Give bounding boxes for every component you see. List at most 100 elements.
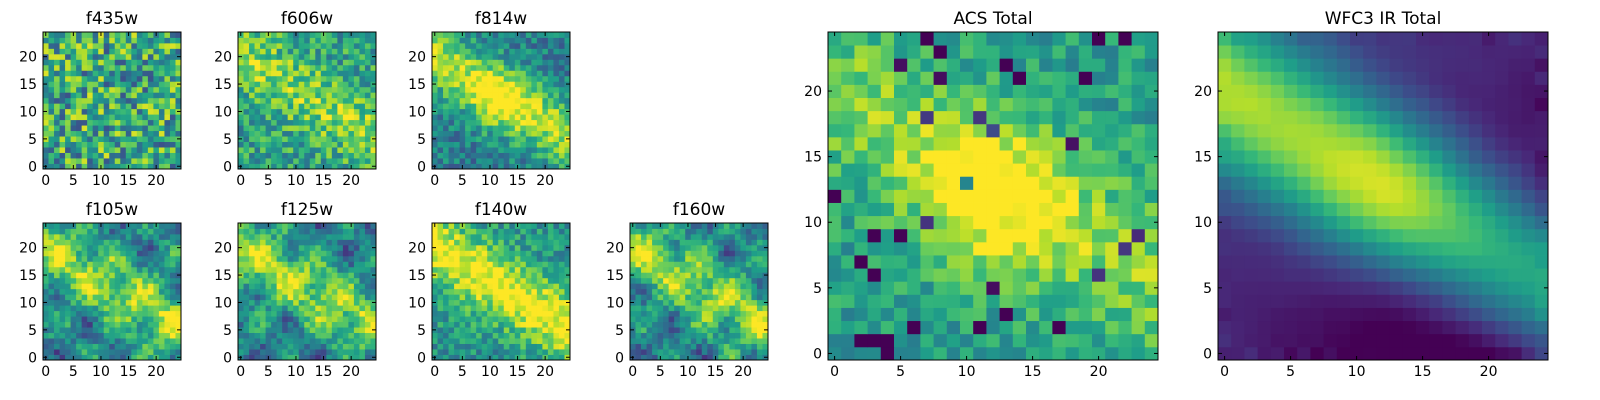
heatmap-cell xyxy=(498,119,505,126)
heatmap-cell xyxy=(635,288,642,295)
heatmap-cell xyxy=(136,288,143,295)
heatmap-cell xyxy=(320,75,327,82)
heatmap-cell xyxy=(707,343,714,350)
heatmap-cell xyxy=(729,228,736,235)
heatmap-cell xyxy=(1052,228,1066,243)
heatmap-cell xyxy=(315,250,322,257)
heatmap-cell xyxy=(109,228,116,235)
heatmap-cell xyxy=(514,239,521,246)
heatmap-cell xyxy=(125,283,132,290)
heatmap-cell xyxy=(254,332,261,339)
heatmap-cell xyxy=(762,288,769,295)
heatmap-cell xyxy=(109,261,116,268)
heatmap-cell xyxy=(276,32,283,38)
heatmap-cell xyxy=(109,136,116,142)
heatmap-cell xyxy=(481,316,488,323)
heatmap-cell xyxy=(646,288,653,295)
heatmap-cell xyxy=(238,48,244,55)
heatmap-cell xyxy=(254,343,261,350)
heatmap-cell xyxy=(525,141,532,148)
heatmap-cell xyxy=(364,37,371,44)
heatmap-cell xyxy=(331,354,338,361)
heatmap-cell xyxy=(630,294,636,301)
heatmap-cell xyxy=(734,338,741,344)
heatmap-cell xyxy=(470,283,477,290)
heatmap-cell xyxy=(443,158,449,164)
heatmap-cell xyxy=(547,97,554,104)
heatmap-cell xyxy=(331,272,338,279)
heatmap-cell xyxy=(315,119,322,126)
heatmap-cell xyxy=(43,228,49,235)
heatmap-cell xyxy=(547,114,554,121)
heatmap-cell xyxy=(147,59,154,66)
heatmap-cell xyxy=(880,281,895,295)
heatmap-cell xyxy=(282,277,289,284)
heatmap-cell xyxy=(76,233,83,240)
heatmap-cell xyxy=(54,114,60,121)
heatmap-cell xyxy=(514,299,521,306)
heatmap-cell xyxy=(663,261,670,268)
heatmap-cell xyxy=(309,48,316,55)
heatmap-cell xyxy=(1131,255,1146,269)
heatmap-cell xyxy=(1052,215,1066,230)
heatmap-cell xyxy=(498,163,505,170)
heatmap-cell xyxy=(558,288,565,295)
heatmap-cell xyxy=(293,233,300,240)
heatmap-cell xyxy=(470,255,477,262)
heatmap-cell xyxy=(443,152,449,159)
heatmap-cell xyxy=(120,70,127,77)
heatmap-cell xyxy=(960,189,974,203)
heatmap-cell xyxy=(342,266,349,273)
heatmap-cell xyxy=(437,266,444,273)
heatmap-cell xyxy=(370,233,377,240)
heatmap-cell xyxy=(249,97,255,104)
heatmap-cell xyxy=(536,141,543,148)
heatmap-cell xyxy=(525,354,532,361)
heatmap-cell xyxy=(459,130,466,137)
heatmap-cell xyxy=(663,250,670,257)
heatmap-cell xyxy=(448,316,455,323)
heatmap-cell xyxy=(153,316,160,323)
heatmap-cell xyxy=(443,277,449,284)
heatmap-cell xyxy=(553,48,560,55)
heatmap-cell xyxy=(729,277,736,284)
heatmap-cell xyxy=(142,163,149,170)
heatmap-cell xyxy=(542,272,549,279)
heatmap-cell xyxy=(260,250,266,257)
x-tick-label: 20 xyxy=(734,364,752,380)
heatmap-cell xyxy=(973,163,987,177)
heatmap-cell xyxy=(175,283,182,290)
heatmap-cell xyxy=(48,48,55,55)
heatmap-cell xyxy=(503,64,510,71)
heatmap-cell xyxy=(315,125,322,132)
heatmap-cell xyxy=(136,97,143,104)
heatmap-cell xyxy=(547,228,554,235)
heatmap-cell xyxy=(243,48,250,55)
heatmap-cell xyxy=(59,125,66,132)
heatmap-cell xyxy=(254,163,261,170)
heatmap-cell xyxy=(498,70,505,77)
heatmap-cell xyxy=(986,307,1000,322)
heatmap-cell xyxy=(443,97,449,104)
heatmap-cell xyxy=(1131,215,1146,230)
heatmap-cell xyxy=(509,233,516,240)
heatmap-cell xyxy=(525,261,532,268)
heatmap-cell xyxy=(553,130,560,137)
heatmap-cell xyxy=(54,119,60,126)
heatmap-cell xyxy=(364,64,371,71)
heatmap-cell xyxy=(164,147,171,153)
heatmap-cell xyxy=(531,114,538,121)
heatmap-cell xyxy=(164,86,171,93)
heatmap-cell xyxy=(465,283,472,290)
heatmap-cell xyxy=(641,288,647,295)
heatmap-cell xyxy=(437,130,444,137)
heatmap-cell xyxy=(265,92,272,99)
heatmap-cell xyxy=(481,343,488,350)
heatmap-cell xyxy=(364,332,371,339)
heatmap-cell xyxy=(54,321,60,328)
heatmap-cell xyxy=(109,141,116,148)
heatmap-cell xyxy=(547,136,554,142)
heatmap-cell xyxy=(696,283,703,290)
heatmap-cell xyxy=(169,283,176,290)
heatmap-cell xyxy=(520,64,527,71)
